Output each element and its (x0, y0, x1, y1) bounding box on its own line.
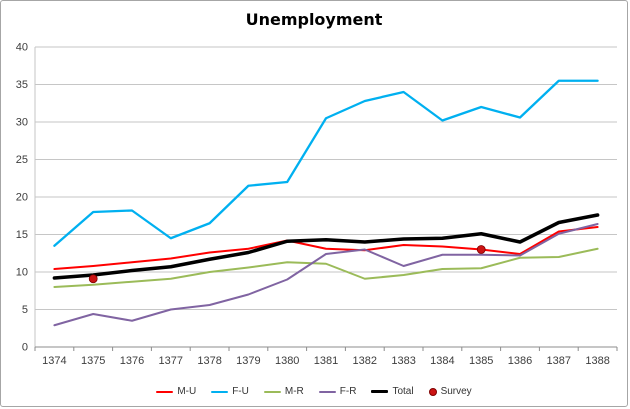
chart-svg: 0 5 10 15 20 25 30 35 40 1374 1375 1376 1377 1378 1379… (16, 42, 618, 367)
x-axis-tick-label: 1381 (314, 355, 338, 367)
x-axis-tick-label: 1379 (236, 355, 260, 367)
y-axis-tick-label: 10 (16, 267, 28, 279)
y-axis-tick-label: 15 (16, 229, 28, 241)
legend-item-Total: Total (371, 386, 414, 397)
legend-item-F-U: F-U (211, 386, 249, 397)
x-axis-tick-label: 1384 (430, 355, 454, 367)
y-axis-tick-label: 35 (16, 79, 28, 91)
legend-item-M-U: M-U (156, 386, 196, 397)
legend-marker-dot (428, 387, 437, 396)
y-axis-tick-label: 40 (16, 42, 28, 54)
survey-point (88, 274, 98, 284)
legend-label: M-R (284, 386, 304, 397)
legend-line-swatch (211, 390, 229, 393)
x-axis-tick-label: 1386 (508, 355, 532, 367)
chart-title: Unemployment (245, 10, 383, 29)
legend-line-swatch (371, 390, 389, 393)
series-line-Total (52, 213, 600, 280)
legend-label: Total (392, 386, 414, 397)
plot-area: 0 5 10 15 20 25 30 35 40 1374 1375 1376 1377 1378 1379… (3, 35, 627, 375)
x-axis-tick-label: 1376 (120, 355, 144, 367)
y-axis-tick-label: 5 (22, 304, 28, 316)
y-axis-tick-label: 0 (22, 342, 28, 354)
legend-label: F-U (232, 386, 249, 397)
x-axis-tick-label: 1374 (42, 355, 66, 367)
x-axis-tick-label: 1382 (353, 355, 377, 367)
x-axis-tick-label: 1388 (585, 355, 609, 367)
legend-item-M-R: M-R (263, 386, 304, 397)
survey-point (476, 245, 486, 254)
legend-line-swatch (318, 390, 336, 393)
y-axis-tick-label: 25 (16, 154, 28, 166)
x-axis-tick-label: 1375 (81, 355, 105, 367)
x-axis-tick-label: 1377 (159, 355, 183, 367)
series-line-M-U (53, 226, 599, 270)
legend-label: M-U (177, 386, 197, 397)
x-axis-tick-label: 1380 (275, 355, 299, 367)
legend: M-U F-U M-R F-R Total Survey (1, 386, 627, 397)
legend-line-swatch (263, 390, 281, 393)
legend-label: Survey (440, 386, 472, 397)
y-axis-tick-label: 30 (16, 117, 28, 129)
x-axis-tick-label: 1378 (197, 355, 221, 367)
x-axis-tick-label: 1387 (547, 355, 571, 367)
y-axis-tick-label: 20 (16, 192, 28, 204)
x-axis-tick-label: 1385 (469, 355, 493, 367)
x-axis-tick-label: 1383 (391, 355, 415, 367)
series-line-F-U (53, 79, 599, 247)
legend-line-swatch (156, 390, 174, 393)
series-line-F-R (53, 223, 599, 327)
legend-label: F-R (339, 386, 357, 397)
legend-item-F-R: F-R (318, 386, 357, 397)
series-line-M-R (53, 247, 599, 288)
legend-item-Survey: Survey (428, 386, 472, 397)
